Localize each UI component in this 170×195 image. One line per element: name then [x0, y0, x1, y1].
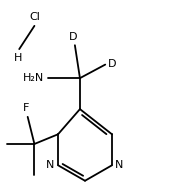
Text: H₂N: H₂N — [23, 73, 45, 83]
Text: N: N — [46, 160, 55, 170]
Text: Cl: Cl — [29, 12, 40, 22]
Text: D: D — [69, 32, 78, 42]
Text: D: D — [108, 59, 116, 69]
Text: F: F — [23, 103, 29, 113]
Text: N: N — [115, 160, 124, 170]
Text: H: H — [14, 53, 23, 63]
